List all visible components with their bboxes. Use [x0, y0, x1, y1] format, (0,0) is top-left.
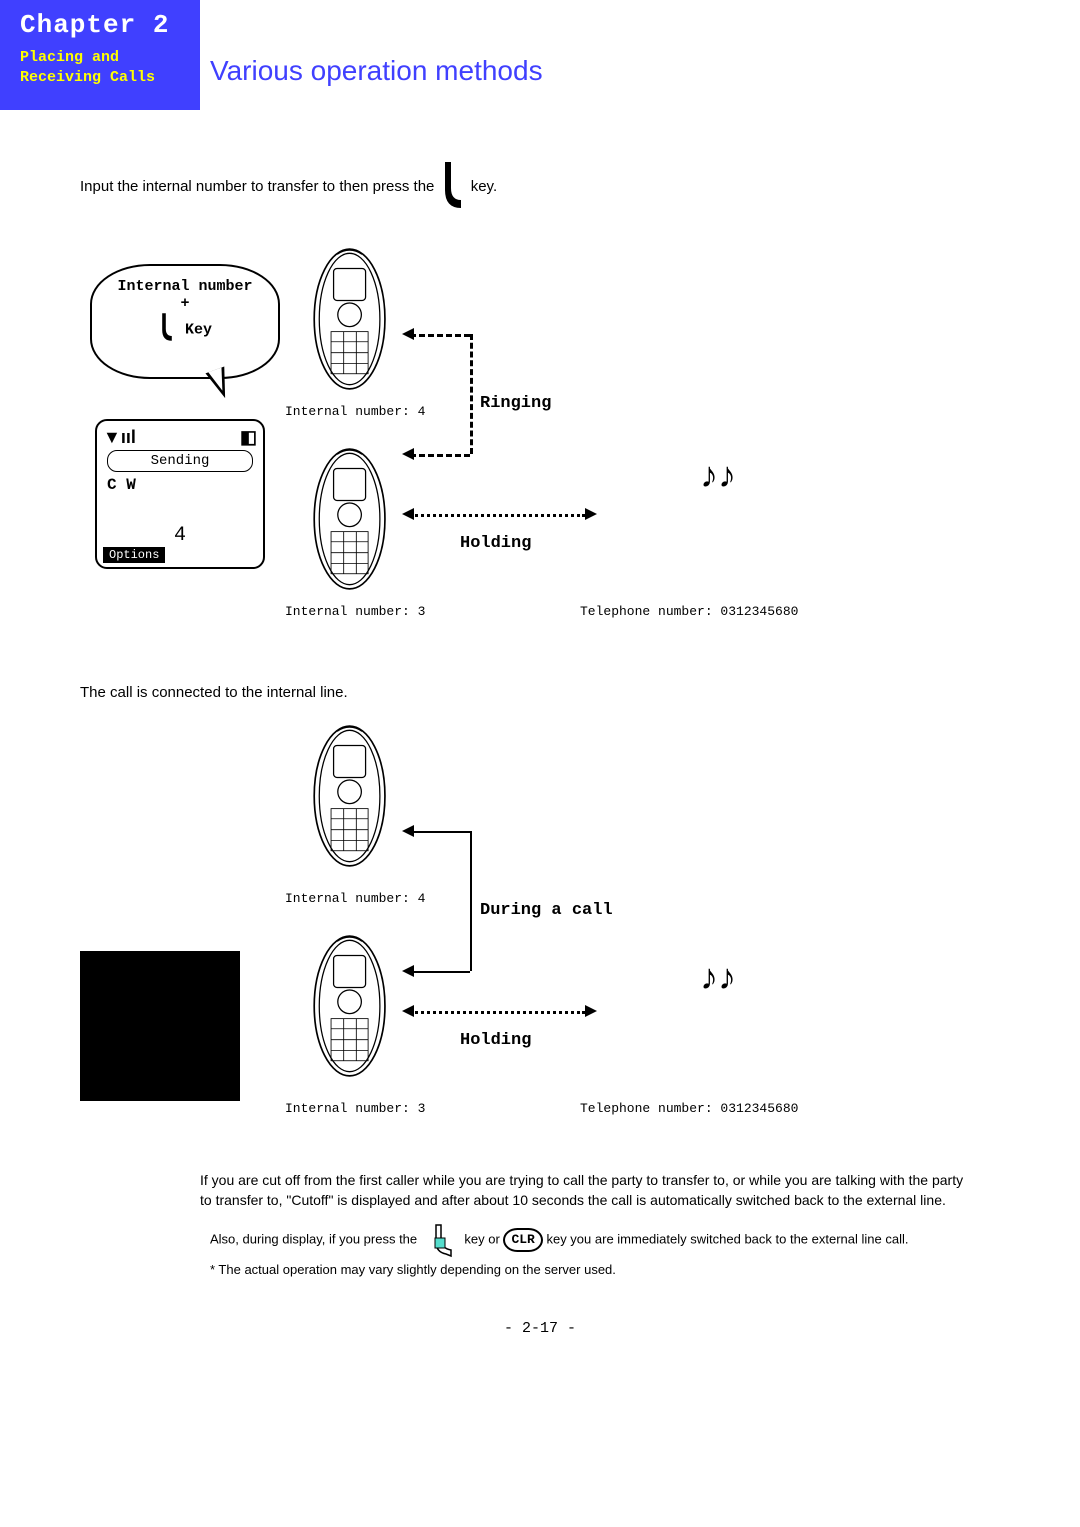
phone-illustration — [310, 234, 390, 409]
footer-paragraph-1: If you are cut off from the first caller… — [200, 1171, 970, 1210]
ringing-label: Ringing — [480, 394, 551, 413]
dialed-number: 4 — [103, 524, 257, 547]
phone-label: Internal number: 4 — [285, 891, 425, 906]
header-sidebar: Chapter 2 Placing and Receiving Calls — [0, 0, 200, 110]
clr-key-icon: CLR — [503, 1228, 542, 1252]
arrow-head-icon — [402, 825, 414, 837]
sending-label: Sending — [107, 450, 253, 472]
phone-label: Internal number: 4 — [285, 404, 425, 419]
music-note-icon: ♪♪ — [700, 956, 736, 998]
section-1: Input the internal number to transfer to… — [80, 160, 1000, 1337]
diagram-1: Internal number + Key ▼ııl ◧ Sendin — [80, 244, 1000, 674]
phone-illustration — [310, 711, 390, 886]
instruction-text: Input the internal number to transfer to… — [80, 160, 1000, 214]
holding-label: Holding — [460, 534, 531, 553]
page-title: Various operation methods — [210, 55, 1080, 87]
connector-line — [470, 831, 472, 971]
page-header: Chapter 2 Placing and Receiving Calls Va… — [0, 0, 1080, 110]
footer-paragraph-2: Also, during display, if you press the k… — [210, 1220, 970, 1280]
chapter-label: Chapter 2 — [20, 10, 180, 40]
battery-icon: ◧ — [240, 427, 257, 448]
arrow-head-icon — [402, 508, 414, 520]
arrow-head-icon — [402, 448, 414, 460]
connector-line — [410, 334, 470, 337]
phone-illustration — [310, 921, 390, 1096]
options-button: Options — [103, 547, 165, 563]
chapter-subtitle: Placing and Receiving Calls — [20, 48, 180, 87]
phone-label: Internal number: 3 — [285, 604, 425, 619]
music-note-icon: ♪♪ — [700, 454, 736, 496]
page-number: - 2-17 - — [80, 1320, 1000, 1337]
speech-bubble: Internal number + Key — [90, 264, 280, 379]
connector-line — [470, 334, 473, 454]
connector-line — [410, 1011, 585, 1014]
cw-label: C W — [107, 476, 257, 494]
phone-label: Internal number: 3 — [285, 1101, 425, 1116]
connector-line — [410, 971, 470, 973]
signal-icon: ▼ııl — [103, 427, 136, 448]
arrow-head-icon — [402, 1005, 414, 1017]
phone-label: Telephone number: 0312345680 — [580, 604, 798, 619]
diagram-2: Internal number: 4 Internal number: 3 — [80, 721, 1000, 1151]
redacted-block — [80, 951, 240, 1101]
header-main: Various operation methods — [200, 0, 1080, 110]
phone-label: Telephone number: 0312345680 — [580, 1101, 798, 1116]
phone-screen-mock: ▼ııl ◧ Sending C W 4 Options — [95, 419, 265, 569]
content-area: Input the internal number to transfer to… — [0, 110, 1080, 1397]
connector-line — [410, 831, 470, 833]
arrow-head-icon — [402, 328, 414, 340]
arrow-head-icon — [402, 965, 414, 977]
during-call-label: During a call — [480, 901, 613, 920]
connector-line — [410, 454, 470, 457]
arrow-head-icon — [585, 1005, 597, 1017]
phone-key-icon — [158, 312, 176, 347]
phone-key-icon — [439, 160, 467, 214]
connector-line — [410, 514, 585, 517]
phone-key-icon — [421, 1232, 465, 1247]
connected-text: The call is connected to the internal li… — [80, 684, 1000, 701]
holding-label: Holding — [460, 1031, 531, 1050]
arrow-head-icon — [585, 508, 597, 520]
phone-illustration — [310, 434, 390, 609]
